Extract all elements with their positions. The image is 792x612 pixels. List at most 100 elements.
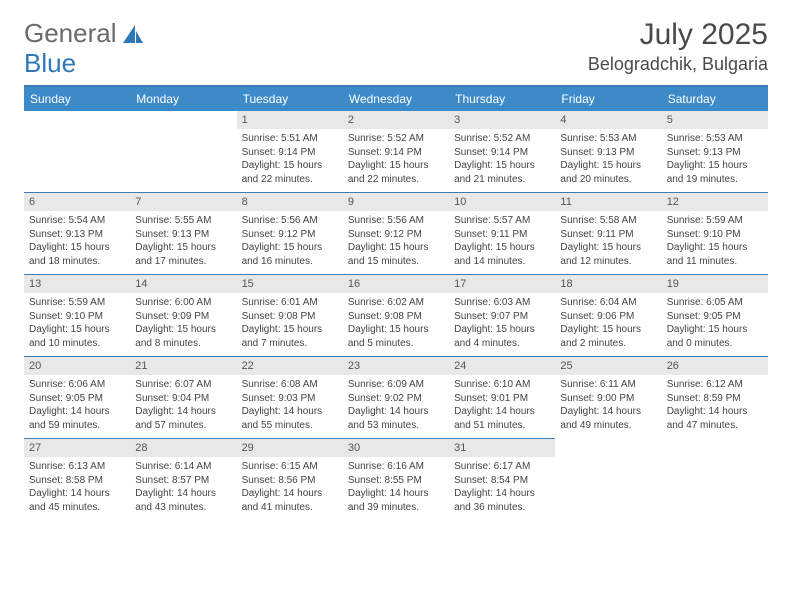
day-number: 30	[343, 439, 449, 457]
calendar-cell: 19Sunrise: 6:05 AMSunset: 9:05 PMDayligh…	[662, 275, 768, 357]
calendar-cell: 27Sunrise: 6:13 AMSunset: 8:58 PMDayligh…	[24, 439, 130, 521]
header: General July 2025 Belogradchik, Bulgaria	[24, 18, 768, 75]
day-body: Sunrise: 6:16 AMSunset: 8:55 PMDaylight:…	[343, 457, 449, 520]
day-number: 6	[24, 193, 130, 211]
calendar-week: 27Sunrise: 6:13 AMSunset: 8:58 PMDayligh…	[24, 439, 768, 521]
calendar-cell: 28Sunrise: 6:14 AMSunset: 8:57 PMDayligh…	[130, 439, 236, 521]
calendar-cell: 16Sunrise: 6:02 AMSunset: 9:08 PMDayligh…	[343, 275, 449, 357]
day-header: Saturday	[662, 86, 768, 111]
day-number: 28	[130, 439, 236, 457]
day-body: Sunrise: 5:51 AMSunset: 9:14 PMDaylight:…	[237, 129, 343, 192]
day-number: 26	[662, 357, 768, 375]
day-body: Sunrise: 6:15 AMSunset: 8:56 PMDaylight:…	[237, 457, 343, 520]
logo-text-right: Blue	[24, 48, 76, 79]
logo: General	[24, 18, 147, 49]
day-number: 22	[237, 357, 343, 375]
logo-text-left: General	[24, 18, 117, 49]
month-title: July 2025	[588, 18, 768, 52]
day-number: 3	[449, 111, 555, 129]
calendar-week: 20Sunrise: 6:06 AMSunset: 9:05 PMDayligh…	[24, 357, 768, 439]
day-body: Sunrise: 5:53 AMSunset: 9:13 PMDaylight:…	[555, 129, 661, 192]
calendar-cell: 5Sunrise: 5:53 AMSunset: 9:13 PMDaylight…	[662, 111, 768, 193]
calendar-cell: 25Sunrise: 6:11 AMSunset: 9:00 PMDayligh…	[555, 357, 661, 439]
calendar-cell: .....	[24, 111, 130, 193]
calendar-body: ..........1Sunrise: 5:51 AMSunset: 9:14 …	[24, 111, 768, 520]
calendar-cell: .....	[130, 111, 236, 193]
day-number: 18	[555, 275, 661, 293]
day-number: 1	[237, 111, 343, 129]
day-body: Sunrise: 6:03 AMSunset: 9:07 PMDaylight:…	[449, 293, 555, 356]
day-header: Monday	[130, 86, 236, 111]
day-body: Sunrise: 6:08 AMSunset: 9:03 PMDaylight:…	[237, 375, 343, 438]
calendar-cell: 20Sunrise: 6:06 AMSunset: 9:05 PMDayligh…	[24, 357, 130, 439]
calendar-cell: 11Sunrise: 5:58 AMSunset: 9:11 PMDayligh…	[555, 193, 661, 275]
calendar-cell: 18Sunrise: 6:04 AMSunset: 9:06 PMDayligh…	[555, 275, 661, 357]
day-body: Sunrise: 5:58 AMSunset: 9:11 PMDaylight:…	[555, 211, 661, 274]
calendar-cell: 6Sunrise: 5:54 AMSunset: 9:13 PMDaylight…	[24, 193, 130, 275]
day-header: Friday	[555, 86, 661, 111]
day-number: 14	[130, 275, 236, 293]
day-body: Sunrise: 5:56 AMSunset: 9:12 PMDaylight:…	[237, 211, 343, 274]
day-number: 19	[662, 275, 768, 293]
day-body: Sunrise: 5:52 AMSunset: 9:14 PMDaylight:…	[449, 129, 555, 192]
calendar-cell: 22Sunrise: 6:08 AMSunset: 9:03 PMDayligh…	[237, 357, 343, 439]
day-body: Sunrise: 6:02 AMSunset: 9:08 PMDaylight:…	[343, 293, 449, 356]
calendar-cell: 3Sunrise: 5:52 AMSunset: 9:14 PMDaylight…	[449, 111, 555, 193]
calendar-cell: 13Sunrise: 5:59 AMSunset: 9:10 PMDayligh…	[24, 275, 130, 357]
title-block: July 2025 Belogradchik, Bulgaria	[588, 18, 768, 75]
day-number: 13	[24, 275, 130, 293]
day-body: Sunrise: 5:53 AMSunset: 9:13 PMDaylight:…	[662, 129, 768, 192]
calendar-cell: 30Sunrise: 6:16 AMSunset: 8:55 PMDayligh…	[343, 439, 449, 521]
calendar-cell: .....	[662, 439, 768, 521]
day-header: Wednesday	[343, 86, 449, 111]
day-number: 29	[237, 439, 343, 457]
day-body: Sunrise: 6:01 AMSunset: 9:08 PMDaylight:…	[237, 293, 343, 356]
day-number: 27	[24, 439, 130, 457]
calendar-cell: 4Sunrise: 5:53 AMSunset: 9:13 PMDaylight…	[555, 111, 661, 193]
calendar-week: ..........1Sunrise: 5:51 AMSunset: 9:14 …	[24, 111, 768, 193]
calendar-week: 13Sunrise: 5:59 AMSunset: 9:10 PMDayligh…	[24, 275, 768, 357]
day-body: Sunrise: 6:00 AMSunset: 9:09 PMDaylight:…	[130, 293, 236, 356]
day-body: Sunrise: 6:06 AMSunset: 9:05 PMDaylight:…	[24, 375, 130, 438]
day-number: 12	[662, 193, 768, 211]
day-body: Sunrise: 6:10 AMSunset: 9:01 PMDaylight:…	[449, 375, 555, 438]
day-header: Sunday	[24, 86, 130, 111]
calendar-cell: 24Sunrise: 6:10 AMSunset: 9:01 PMDayligh…	[449, 357, 555, 439]
day-body: Sunrise: 6:14 AMSunset: 8:57 PMDaylight:…	[130, 457, 236, 520]
day-number: 5	[662, 111, 768, 129]
day-header: Tuesday	[237, 86, 343, 111]
calendar-cell: 23Sunrise: 6:09 AMSunset: 9:02 PMDayligh…	[343, 357, 449, 439]
day-number: 25	[555, 357, 661, 375]
calendar-cell: 2Sunrise: 5:52 AMSunset: 9:14 PMDaylight…	[343, 111, 449, 193]
calendar-cell: 8Sunrise: 5:56 AMSunset: 9:12 PMDaylight…	[237, 193, 343, 275]
calendar-cell: 7Sunrise: 5:55 AMSunset: 9:13 PMDaylight…	[130, 193, 236, 275]
day-body: Sunrise: 5:59 AMSunset: 9:10 PMDaylight:…	[24, 293, 130, 356]
calendar-cell: 12Sunrise: 5:59 AMSunset: 9:10 PMDayligh…	[662, 193, 768, 275]
day-number: 11	[555, 193, 661, 211]
calendar-cell: 17Sunrise: 6:03 AMSunset: 9:07 PMDayligh…	[449, 275, 555, 357]
day-number: 23	[343, 357, 449, 375]
day-number: 24	[449, 357, 555, 375]
day-number: 21	[130, 357, 236, 375]
calendar-table: Sunday Monday Tuesday Wednesday Thursday…	[24, 85, 768, 520]
day-body: Sunrise: 5:57 AMSunset: 9:11 PMDaylight:…	[449, 211, 555, 274]
day-number: 16	[343, 275, 449, 293]
calendar-cell: 14Sunrise: 6:00 AMSunset: 9:09 PMDayligh…	[130, 275, 236, 357]
calendar-cell: 10Sunrise: 5:57 AMSunset: 9:11 PMDayligh…	[449, 193, 555, 275]
day-number: 31	[449, 439, 555, 457]
calendar-week: 6Sunrise: 5:54 AMSunset: 9:13 PMDaylight…	[24, 193, 768, 275]
day-number: 10	[449, 193, 555, 211]
day-body: Sunrise: 6:12 AMSunset: 8:59 PMDaylight:…	[662, 375, 768, 438]
calendar-cell: 21Sunrise: 6:07 AMSunset: 9:04 PMDayligh…	[130, 357, 236, 439]
day-number: 15	[237, 275, 343, 293]
day-number: 9	[343, 193, 449, 211]
day-body: Sunrise: 6:11 AMSunset: 9:00 PMDaylight:…	[555, 375, 661, 438]
day-number: 4	[555, 111, 661, 129]
day-number: 7	[130, 193, 236, 211]
day-number: 17	[449, 275, 555, 293]
day-body: Sunrise: 5:52 AMSunset: 9:14 PMDaylight:…	[343, 129, 449, 192]
calendar-cell: 31Sunrise: 6:17 AMSunset: 8:54 PMDayligh…	[449, 439, 555, 521]
calendar-cell: 29Sunrise: 6:15 AMSunset: 8:56 PMDayligh…	[237, 439, 343, 521]
day-number: 2	[343, 111, 449, 129]
calendar-cell: 26Sunrise: 6:12 AMSunset: 8:59 PMDayligh…	[662, 357, 768, 439]
